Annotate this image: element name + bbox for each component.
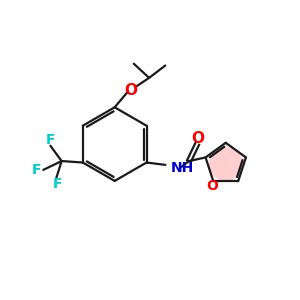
Text: F: F	[53, 177, 62, 191]
Text: NH: NH	[171, 161, 194, 176]
Text: O: O	[206, 179, 218, 194]
Text: F: F	[32, 163, 42, 177]
Text: O: O	[124, 83, 137, 98]
Ellipse shape	[209, 147, 243, 181]
Text: O: O	[191, 130, 204, 146]
Text: F: F	[46, 133, 56, 147]
